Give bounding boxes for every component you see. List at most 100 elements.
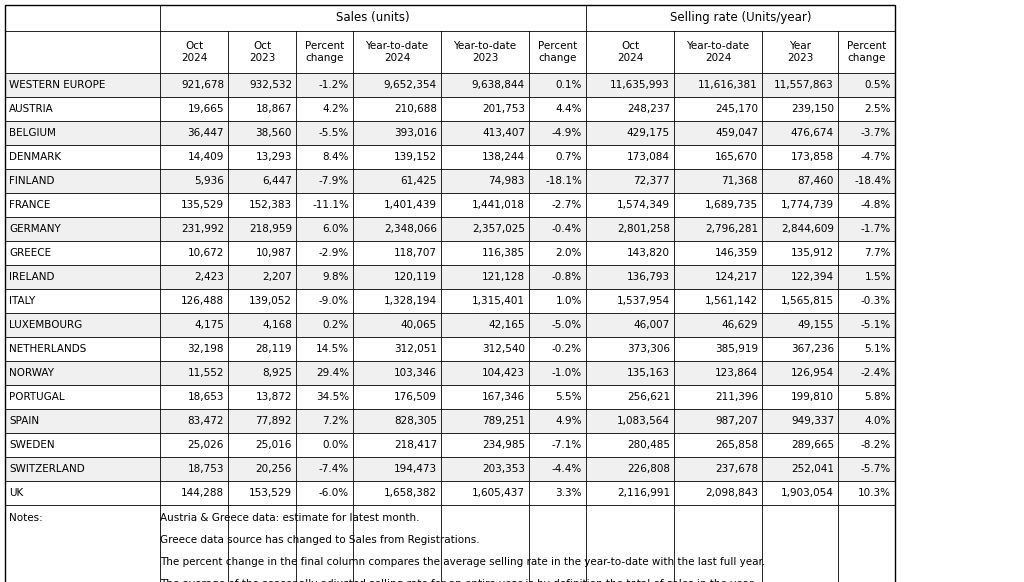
Text: ITALY: ITALY [9,296,35,306]
Text: 7.7%: 7.7% [864,248,891,258]
Text: -5.0%: -5.0% [552,320,582,330]
Text: Austria & Greece data: estimate for latest month.: Austria & Greece data: estimate for late… [160,513,420,523]
Text: 4.4%: 4.4% [555,104,582,114]
Text: -4.4%: -4.4% [552,464,582,474]
Text: 13,872: 13,872 [256,392,292,402]
Text: 146,359: 146,359 [715,248,758,258]
Text: 32,198: 32,198 [187,344,224,354]
Text: PORTUGAL: PORTUGAL [9,392,65,402]
Text: 237,678: 237,678 [715,464,758,474]
Text: 0.0%: 0.0% [323,440,349,450]
Text: 18,867: 18,867 [256,104,292,114]
Text: Greece data source has changed to Sales from Registrations.: Greece data source has changed to Sales … [160,535,479,545]
Text: IRELAND: IRELAND [9,272,54,282]
Text: 87,460: 87,460 [798,176,834,186]
Text: 949,337: 949,337 [791,416,834,426]
Text: -0.8%: -0.8% [552,272,582,282]
Text: 373,306: 373,306 [627,344,670,354]
Bar [5,433,895,457]
Text: 1,401,439: 1,401,439 [384,200,437,210]
Text: Year-to-date
2024: Year-to-date 2024 [686,41,750,63]
Text: 18,653: 18,653 [187,392,224,402]
Bar [5,385,895,409]
Text: -1.0%: -1.0% [552,368,582,378]
Text: -18.1%: -18.1% [545,176,582,186]
Text: SWITZERLAND: SWITZERLAND [9,464,85,474]
Text: 4.9%: 4.9% [555,416,582,426]
Text: 9,652,354: 9,652,354 [384,80,437,90]
Text: 9,638,844: 9,638,844 [472,80,525,90]
Text: NORWAY: NORWAY [9,368,54,378]
Text: 239,150: 239,150 [791,104,834,114]
Text: 2.5%: 2.5% [864,104,891,114]
Text: 19,665: 19,665 [187,104,224,114]
Text: WESTERN EUROPE: WESTERN EUROPE [9,80,105,90]
Bar [5,169,895,193]
Text: 2,423: 2,423 [195,272,224,282]
Text: 103,346: 103,346 [394,368,437,378]
Text: 1,328,194: 1,328,194 [384,296,437,306]
Text: 5.8%: 5.8% [864,392,891,402]
Text: Notes:: Notes: [9,513,43,523]
Text: FRANCE: FRANCE [9,200,50,210]
Text: 14,409: 14,409 [187,152,224,162]
Text: 0.7%: 0.7% [556,152,582,162]
Text: 4,175: 4,175 [195,320,224,330]
Bar [586,31,674,73]
Bar [441,31,529,73]
Text: 6,447: 6,447 [262,176,292,186]
Text: 218,417: 218,417 [394,440,437,450]
Text: Percent
change: Percent change [305,41,344,63]
Text: Year
2023: Year 2023 [786,41,813,63]
Text: The percent change in the final column compares the average selling rate in the : The percent change in the final column c… [160,557,765,567]
Bar [5,289,895,313]
Text: 0.1%: 0.1% [556,80,582,90]
Bar [353,31,441,73]
Text: 932,532: 932,532 [249,80,292,90]
Text: 25,026: 25,026 [187,440,224,450]
Text: -2.4%: -2.4% [861,368,891,378]
Text: 36,447: 36,447 [187,128,224,138]
Text: 72,377: 72,377 [634,176,670,186]
Text: 11,616,381: 11,616,381 [698,80,758,90]
Text: 42,165: 42,165 [488,320,525,330]
Text: 25,016: 25,016 [256,440,292,450]
Text: SWEDEN: SWEDEN [9,440,54,450]
Bar [5,31,160,73]
Text: 28,119: 28,119 [256,344,292,354]
Text: 5,936: 5,936 [195,176,224,186]
Text: 252,041: 252,041 [791,464,834,474]
Text: 14.5%: 14.5% [315,344,349,354]
Text: 6.0%: 6.0% [323,224,349,234]
Text: 46,629: 46,629 [722,320,758,330]
Text: 1.5%: 1.5% [864,272,891,282]
Text: Sales (units): Sales (units) [336,12,410,24]
Text: 312,051: 312,051 [394,344,437,354]
Bar [5,457,895,481]
Text: 29.4%: 29.4% [315,368,349,378]
Text: 1,441,018: 1,441,018 [472,200,525,210]
Bar [5,409,895,433]
Text: 2.0%: 2.0% [556,248,582,258]
Text: -5.5%: -5.5% [318,128,349,138]
Bar [762,31,838,73]
Bar [5,505,895,582]
Text: 18,753: 18,753 [187,464,224,474]
Bar [5,193,895,217]
Text: FINLAND: FINLAND [9,176,54,186]
Text: 104,423: 104,423 [482,368,525,378]
Text: 74,983: 74,983 [488,176,525,186]
Text: 20,256: 20,256 [256,464,292,474]
Text: 7.2%: 7.2% [323,416,349,426]
Text: -1.7%: -1.7% [861,224,891,234]
Text: -0.2%: -0.2% [552,344,582,354]
Bar [5,241,895,265]
Text: 144,288: 144,288 [181,488,224,498]
Text: 199,810: 199,810 [791,392,834,402]
Bar [5,337,895,361]
Text: 167,346: 167,346 [482,392,525,402]
Text: 393,016: 393,016 [394,128,437,138]
Text: 2,116,991: 2,116,991 [616,488,670,498]
Text: 789,251: 789,251 [482,416,525,426]
Text: 136,793: 136,793 [627,272,670,282]
